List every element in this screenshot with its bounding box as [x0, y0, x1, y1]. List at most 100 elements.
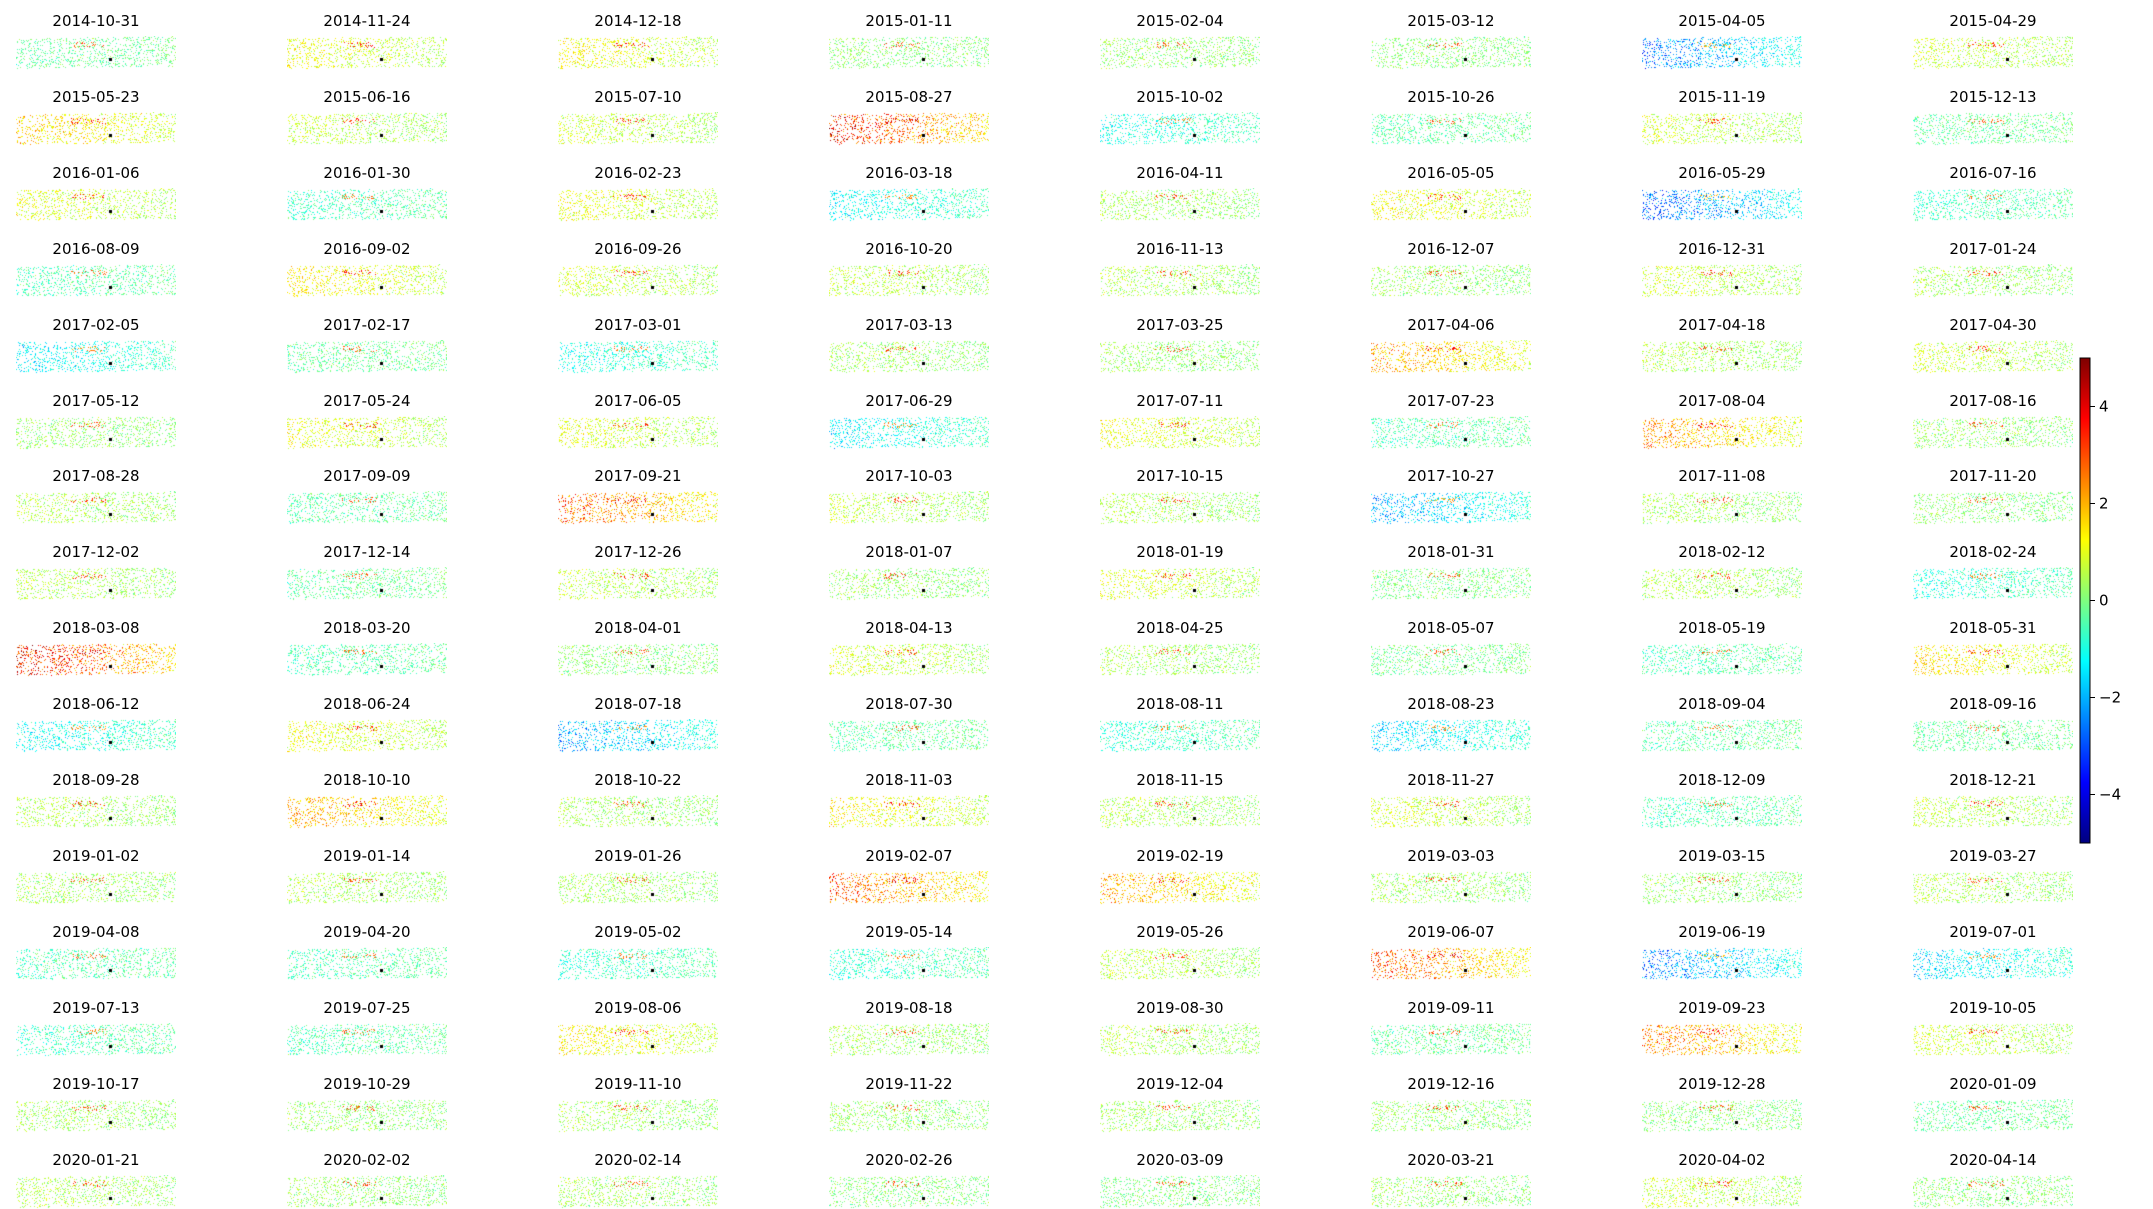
displacement-map: [558, 415, 718, 450]
displacement-map: [287, 111, 447, 146]
panel-title: 2019-06-07: [1407, 922, 1495, 941]
panel-title: 2018-09-28: [52, 771, 140, 789]
displacement-map: [1371, 415, 1531, 450]
panel-title: 2018-08-23: [1407, 695, 1495, 714]
map-panel: 2019-10-17: [16, 1075, 176, 1133]
panel-title: 2019-01-26: [594, 846, 682, 865]
panel-title: 2015-07-10: [594, 87, 682, 106]
panel-title: 2017-09-21: [594, 467, 682, 486]
panel-title: 2018-02-12: [1678, 543, 1766, 562]
panel-title: 2018-01-19: [1136, 543, 1224, 562]
displacement-map: [1100, 795, 1260, 829]
displacement-map: [558, 1098, 718, 1133]
displacement-map: [1642, 263, 1802, 298]
map-panel: 2018-10-10: [287, 771, 447, 829]
colorbar-tick-label: 0: [2099, 592, 2109, 610]
panel-title: 2019-07-25: [323, 998, 411, 1017]
displacement-map: [1371, 795, 1531, 829]
map-panel: 2015-10-02: [1100, 88, 1260, 146]
displacement-map: [829, 1174, 989, 1209]
map-panel: 2018-07-30: [829, 695, 989, 754]
map-panel: 2019-04-20: [287, 923, 447, 981]
panel-title: 2017-03-25: [1136, 315, 1224, 334]
panel-title: 2017-04-30: [1949, 315, 2037, 334]
panel-title: 2018-10-10: [323, 771, 411, 789]
displacement-map: [829, 415, 989, 450]
map-panel: 2015-01-11: [829, 12, 989, 70]
displacement-map: [1642, 491, 1802, 526]
panel-title: 2019-05-26: [1136, 922, 1224, 941]
displacement-map: [1100, 719, 1260, 754]
displacement-map: [1371, 870, 1531, 905]
map-panel: 2019-07-01: [1913, 923, 2073, 981]
panel-title: 2017-11-08: [1678, 467, 1766, 486]
map-panel: 2019-10-29: [287, 1075, 447, 1133]
displacement-map: [558, 1174, 718, 1209]
map-panel: 2018-12-09: [1642, 771, 1802, 829]
map-panel: 2016-05-29: [1642, 164, 1802, 222]
panel-title: 2019-09-11: [1407, 998, 1495, 1017]
panel-title: 2020-02-02: [323, 1150, 411, 1169]
panel-title: 2017-10-15: [1136, 467, 1224, 486]
panel-title: 2018-12-21: [1949, 771, 2037, 789]
displacement-map: [287, 1022, 447, 1057]
displacement-map: [287, 643, 447, 678]
displacement-map: [1913, 187, 2073, 222]
panel-title: 2017-12-14: [323, 543, 411, 562]
displacement-map: [1100, 870, 1260, 905]
displacement-map: [558, 339, 718, 374]
panel-title: 2015-06-16: [323, 87, 411, 106]
displacement-map: [287, 263, 447, 298]
displacement-map: [829, 946, 989, 981]
map-panel: 2019-10-05: [1913, 999, 2073, 1057]
displacement-map: [16, 187, 176, 222]
panel-title: 2017-07-11: [1136, 391, 1224, 410]
displacement-map: [287, 795, 447, 829]
panel-title: 2017-06-05: [594, 391, 682, 410]
map-panel: 2019-07-25: [287, 999, 447, 1057]
colorbar-tick-label: 2: [2099, 495, 2109, 513]
panel-title: 2020-01-21: [52, 1150, 140, 1169]
panel-title: 2016-04-11: [1136, 163, 1224, 182]
panel-title: 2018-04-25: [1136, 619, 1224, 638]
panel-title: 2019-08-18: [865, 998, 953, 1017]
panel-title: 2016-03-18: [865, 163, 953, 182]
panel-title: 2018-03-08: [52, 619, 140, 638]
panel-title: 2018-07-18: [594, 695, 682, 714]
displacement-map: [1100, 643, 1260, 678]
map-panel: 2017-08-16: [1913, 392, 2073, 450]
displacement-map: [1100, 1174, 1260, 1209]
map-panel: 2015-12-13: [1913, 88, 2073, 146]
displacement-map: [1100, 415, 1260, 450]
map-panel: 2019-09-23: [1642, 999, 1802, 1057]
map-panel: 2019-12-16: [1371, 1075, 1531, 1133]
map-panel: 2018-07-18: [558, 695, 718, 754]
map-panel: 2016-07-16: [1913, 164, 2073, 222]
displacement-map: [287, 567, 447, 602]
displacement-map: [558, 1022, 718, 1057]
displacement-map: [16, 339, 176, 374]
map-panel: 2017-09-21: [558, 467, 718, 526]
displacement-map: [1913, 567, 2073, 602]
panel-title: 2016-11-13: [1136, 239, 1224, 258]
panel-title: 2018-04-01: [594, 619, 682, 638]
panel-title: 2019-02-07: [865, 846, 953, 865]
map-panel: 2020-03-09: [1100, 1151, 1260, 1209]
map-panel: 2018-09-04: [1642, 695, 1802, 754]
displacement-map: [829, 643, 989, 678]
displacement-map: [1642, 567, 1802, 602]
map-panel: 2018-03-08: [16, 619, 176, 678]
panel-title: 2016-01-30: [323, 163, 411, 182]
panel-title: 2017-08-28: [52, 467, 140, 486]
panel-title: 2019-05-02: [594, 922, 682, 941]
map-panel: 2020-03-21: [1371, 1151, 1531, 1209]
displacement-map: [1642, 339, 1802, 374]
displacement-map: [1100, 491, 1260, 526]
map-panel: 2019-05-02: [558, 923, 718, 981]
panel-title: 2020-04-02: [1678, 1150, 1766, 1169]
panel-title: 2018-10-22: [594, 771, 682, 789]
displacement-map: [1913, 1174, 2073, 1209]
map-panel: 2017-05-24: [287, 392, 447, 450]
panel-title: 2015-08-27: [865, 87, 953, 106]
panel-title: 2017-02-05: [52, 315, 140, 334]
